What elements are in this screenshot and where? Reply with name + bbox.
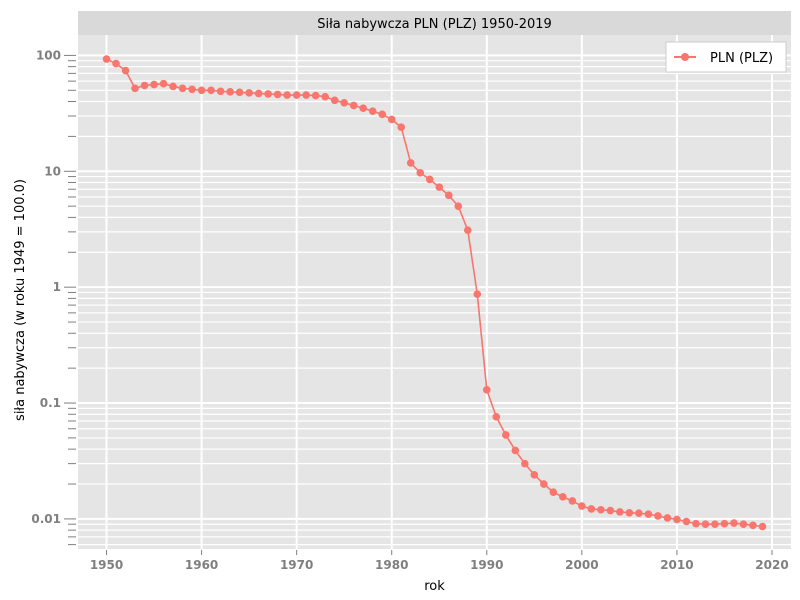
data-point — [711, 520, 719, 529]
data-point — [150, 80, 158, 89]
data-point — [226, 88, 234, 96]
x-tick-label: 1960 — [185, 558, 218, 572]
data-point — [349, 101, 358, 110]
data-point — [302, 91, 310, 99]
data-point — [112, 59, 120, 68]
data-point — [264, 90, 272, 98]
data-point — [235, 88, 244, 97]
data-point — [283, 91, 291, 99]
data-point — [444, 191, 453, 200]
data-point — [207, 86, 215, 95]
data-point — [587, 505, 596, 513]
data-point — [330, 96, 339, 105]
series-line — [106, 58, 763, 528]
data-point — [121, 66, 130, 75]
data-point — [606, 506, 615, 515]
plot-panel: Siła nabywcza PLN (PLZ) 1950-2019 0.010.… — [31, 11, 791, 572]
data-point — [616, 508, 624, 516]
data-point — [625, 508, 634, 517]
x-tick-label: 1970 — [280, 558, 313, 572]
legend: PLN (PLZ) — [665, 41, 787, 73]
data-point — [692, 519, 700, 528]
data-point — [568, 497, 577, 505]
data-point — [663, 514, 672, 522]
x-axis: 1950 1960 1970 1980 1990 2000 2010 2020 — [90, 550, 789, 572]
data-point — [273, 90, 282, 99]
x-tick-label: 1950 — [90, 558, 123, 572]
data-point — [292, 91, 301, 99]
data-point — [102, 55, 111, 63]
data-point — [463, 226, 472, 235]
data-point — [387, 115, 396, 124]
data-point — [340, 98, 348, 107]
data-point — [597, 505, 605, 514]
data-point — [540, 480, 548, 488]
data-point — [435, 183, 444, 191]
data-point — [521, 459, 529, 468]
data-point — [188, 85, 196, 94]
legend-point-marker — [681, 53, 689, 61]
x-axis-title: rok — [424, 579, 445, 594]
data-point — [492, 413, 501, 421]
data-point — [720, 519, 729, 528]
data-point — [216, 87, 225, 96]
y-tick-label: 0.01 — [31, 512, 61, 526]
data-point — [701, 520, 710, 529]
data-point — [473, 290, 482, 298]
data-point — [378, 110, 387, 119]
data-point — [197, 86, 206, 95]
y-axis-title: siła nabywcza (w roku 1949 = 100.0) — [13, 179, 28, 421]
data-point — [359, 104, 368, 113]
legend-label: PLN (PLZ) — [710, 51, 773, 66]
x-tick-label: 2010 — [660, 558, 693, 572]
y-tick-label: 100 — [36, 48, 61, 62]
data-point — [682, 517, 691, 526]
data-point — [559, 493, 567, 501]
data-point — [549, 488, 558, 497]
data-point — [425, 175, 434, 184]
data-point — [758, 522, 767, 531]
data-point — [416, 169, 425, 177]
data-point — [530, 471, 539, 479]
data-point — [368, 107, 377, 115]
data-point — [739, 520, 748, 529]
data-point — [321, 92, 329, 101]
x-tick-label: 1990 — [470, 558, 503, 572]
data-point — [482, 386, 491, 394]
y-tick-label: 1 — [53, 280, 61, 294]
data-point — [749, 521, 757, 530]
y-tick-label: 10 — [44, 164, 61, 178]
data-point — [169, 82, 177, 91]
y-tick-label: 0.1 — [40, 396, 61, 410]
data-point — [178, 84, 187, 93]
data-point — [635, 509, 643, 518]
data-point — [730, 519, 738, 527]
x-tick-label: 2000 — [565, 558, 598, 572]
x-tick-label: 2020 — [755, 558, 788, 572]
series-layer — [102, 55, 767, 531]
x-tick-label: 1980 — [375, 558, 408, 572]
data-point — [673, 515, 681, 524]
data-point — [502, 431, 510, 439]
data-point — [254, 89, 263, 98]
data-point — [131, 84, 139, 93]
data-point — [159, 79, 168, 88]
chart-title: Siła nabywcza PLN (PLZ) 1950-2019 — [317, 17, 552, 32]
data-point — [511, 446, 520, 455]
data-point — [245, 89, 253, 97]
data-point — [311, 91, 320, 100]
data-point — [578, 502, 586, 510]
data-point — [654, 512, 662, 520]
data-point — [140, 81, 149, 90]
data-point — [644, 510, 653, 518]
y-axis: 0.01 0.1 1 10 100 — [31, 48, 76, 546]
title-strip — [78, 11, 791, 35]
data-point — [406, 159, 415, 167]
data-point — [397, 123, 406, 132]
data-point — [454, 202, 463, 210]
